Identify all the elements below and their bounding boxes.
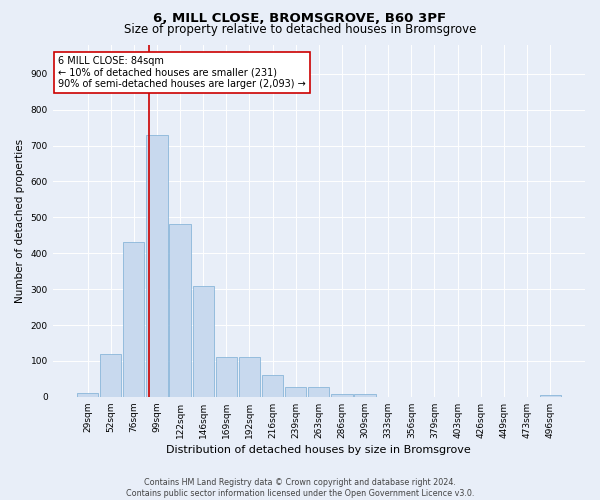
Bar <box>239 358 260 397</box>
Bar <box>146 134 167 397</box>
Bar <box>100 354 121 397</box>
Bar <box>77 393 98 397</box>
Bar <box>539 394 561 397</box>
Bar <box>123 242 145 397</box>
Bar <box>215 358 237 397</box>
Y-axis label: Number of detached properties: Number of detached properties <box>15 139 25 303</box>
Text: 6, MILL CLOSE, BROMSGROVE, B60 3PF: 6, MILL CLOSE, BROMSGROVE, B60 3PF <box>154 12 446 26</box>
Bar <box>331 394 353 397</box>
Bar <box>262 376 283 397</box>
Bar <box>355 394 376 397</box>
X-axis label: Distribution of detached houses by size in Bromsgrove: Distribution of detached houses by size … <box>166 445 471 455</box>
Bar <box>285 387 307 397</box>
Bar <box>193 286 214 397</box>
Text: 6 MILL CLOSE: 84sqm
← 10% of detached houses are smaller (231)
90% of semi-detac: 6 MILL CLOSE: 84sqm ← 10% of detached ho… <box>58 56 306 89</box>
Text: Size of property relative to detached houses in Bromsgrove: Size of property relative to detached ho… <box>124 22 476 36</box>
Bar <box>169 224 191 397</box>
Text: Contains HM Land Registry data © Crown copyright and database right 2024.
Contai: Contains HM Land Registry data © Crown c… <box>126 478 474 498</box>
Bar <box>308 387 329 397</box>
